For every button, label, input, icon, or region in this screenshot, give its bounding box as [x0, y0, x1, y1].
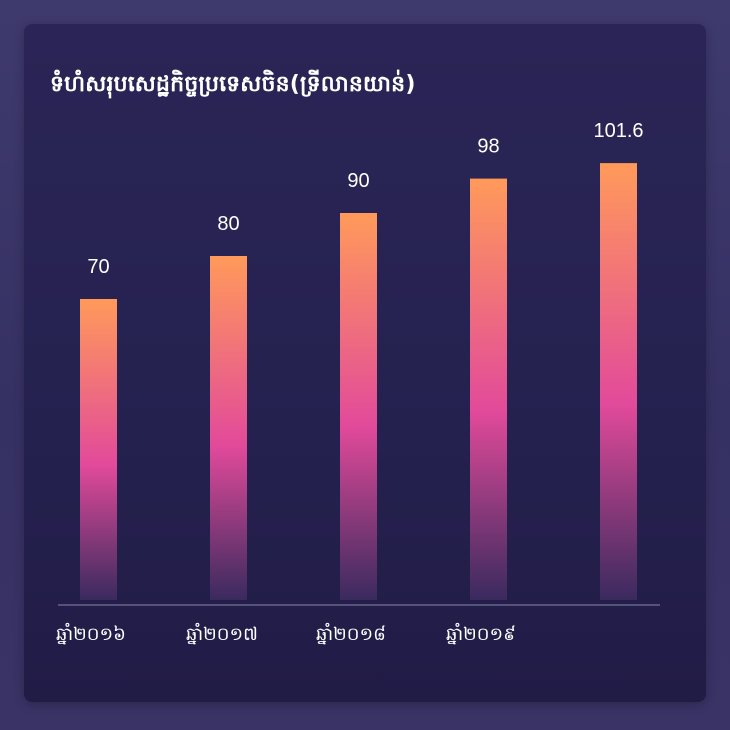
- x-tick-label-3: ឆ្នាំ២០១៨: [316, 622, 386, 645]
- x-tick-label-2: ឆ្នាំ២០១៧: [186, 622, 258, 645]
- chart-title: ទំហំសរុបសេដ្ឋកិច្ចប្រទេសចិន(ទ្រីលានយាន់): [50, 72, 416, 97]
- value-label-3: 90: [347, 170, 369, 192]
- bar-4: [470, 178, 507, 600]
- value-label-1: 70: [87, 256, 109, 278]
- value-label-5: 101.6: [593, 120, 643, 142]
- value-label-2: 80: [217, 213, 239, 235]
- bar-1: [80, 299, 117, 600]
- bar-5: [600, 163, 637, 600]
- x-tick-label-4: ឆ្នាំ២០១៩: [446, 622, 516, 645]
- bar-2: [210, 256, 247, 600]
- bar-3: [340, 213, 377, 600]
- x-tick-label-1: ឆ្នាំ២០១៦: [56, 622, 126, 645]
- value-label-4: 98: [477, 136, 499, 158]
